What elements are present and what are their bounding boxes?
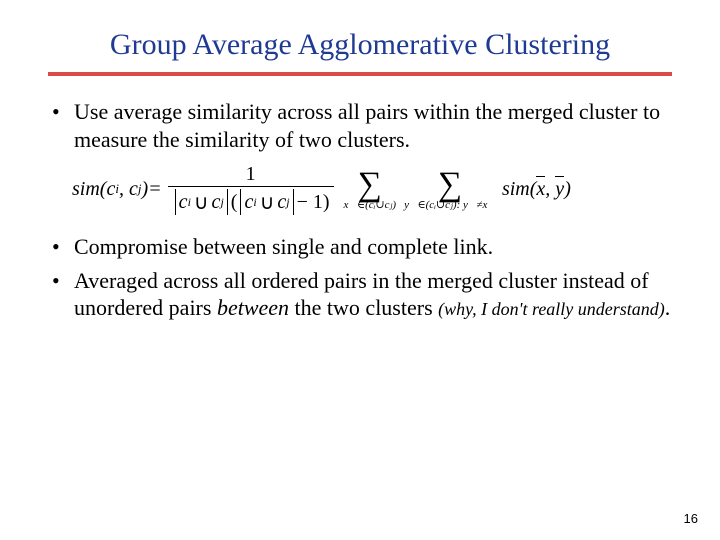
slide-title: Group Average Agglomerative Clustering [48, 28, 672, 62]
bullet-2: Compromise between single and complete l… [48, 233, 672, 261]
bullet-list: Use average similarity across all pairs … [48, 98, 672, 153]
formula-rhs: sim(x, y) [502, 178, 571, 201]
bullet-1: Use average similarity across all pairs … [48, 98, 672, 153]
fraction-numerator: 1 [242, 163, 260, 186]
formula-fraction: 1 ci∪cj(ci∪cj − 1) [168, 163, 334, 215]
bullet-list-2: Compromise between single and complete l… [48, 233, 672, 322]
formula-lhs: sim(ci, cj) = [72, 178, 162, 201]
page-number: 16 [684, 511, 698, 526]
title-underline [48, 72, 672, 76]
sum-outer: ∑ x⃗∈(cᵢ∪cⱼ) [344, 168, 397, 211]
sum-inner: ∑ y⃗∈(cᵢ∪cⱼ): y⃗≠x⃗ [404, 168, 496, 211]
bullet-3: Averaged across all ordered pairs in the… [48, 267, 672, 322]
fraction-denominator: ci∪cj(ci∪cj − 1) [168, 187, 334, 215]
formula: sim(ci, cj) = 1 ci∪cj(ci∪cj − 1) ∑ x⃗∈(c… [72, 163, 672, 215]
